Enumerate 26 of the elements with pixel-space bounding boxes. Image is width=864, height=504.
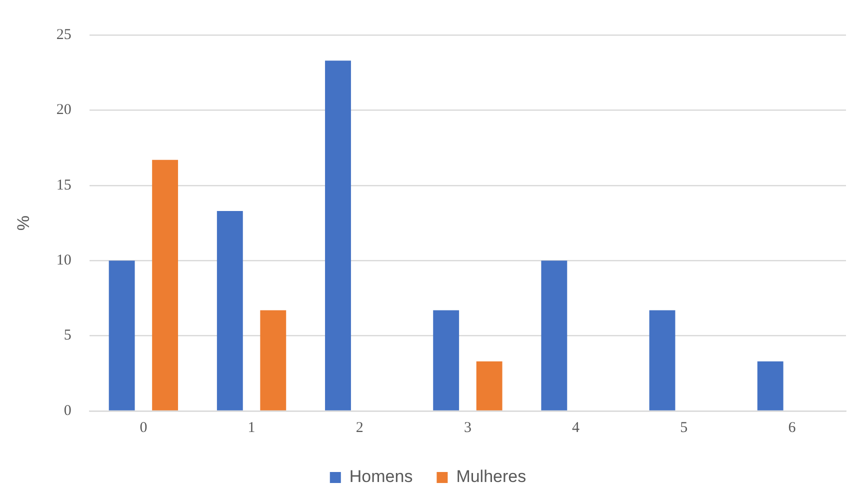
- x-tick-label: 4: [572, 420, 580, 436]
- bar: [152, 160, 178, 410]
- y-tick-label: 20: [56, 102, 72, 118]
- legend-label: Homens: [349, 467, 413, 486]
- bar: [541, 260, 568, 410]
- bar: [325, 60, 351, 410]
- bar: [260, 310, 286, 410]
- x-tick-label: 3: [464, 420, 472, 436]
- x-tick-label: 2: [356, 420, 364, 436]
- bar: [216, 210, 243, 410]
- bar: [757, 361, 784, 410]
- x-tick-label: 0: [140, 420, 148, 436]
- x-tick-label: 5: [680, 420, 688, 436]
- bar: [649, 310, 676, 410]
- legend-label: Mulheres: [456, 467, 526, 486]
- y-tick-label: 15: [56, 177, 72, 194]
- y-tick-label: 0: [64, 402, 72, 419]
- x-tick-label: 1: [248, 420, 256, 436]
- y-tick-label: 25: [56, 26, 72, 43]
- bar: [433, 310, 460, 410]
- bar: [108, 260, 135, 410]
- x-tick-label: 6: [788, 420, 796, 436]
- y-tick-label: 10: [56, 252, 72, 269]
- y-axis-title: %: [14, 215, 33, 231]
- bar: [476, 361, 502, 410]
- y-tick-label: 5: [64, 328, 72, 344]
